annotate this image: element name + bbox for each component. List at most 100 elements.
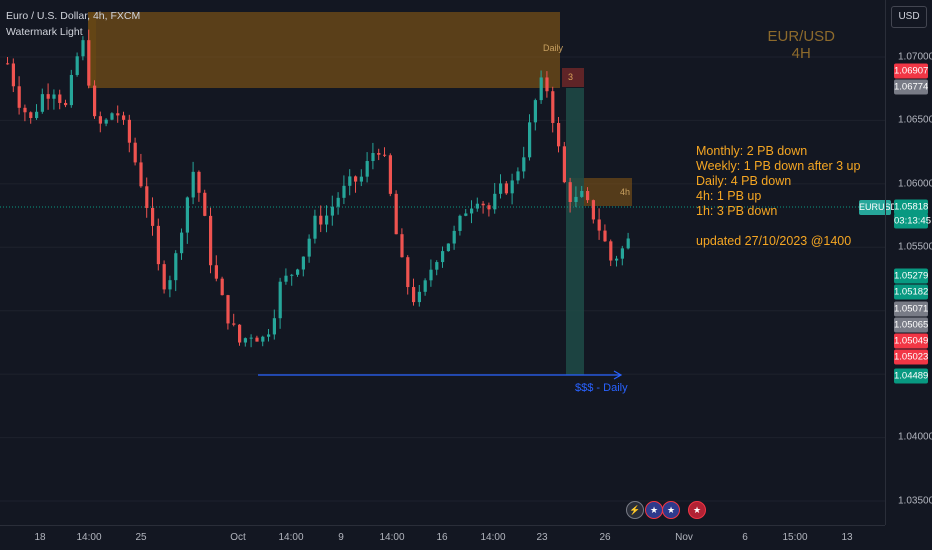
candle[interactable] [591,200,595,220]
candle[interactable] [133,142,137,163]
candle[interactable] [261,336,265,342]
candle[interactable] [597,219,601,231]
candle[interactable] [504,183,508,194]
candle[interactable] [98,116,102,124]
candle[interactable] [325,215,329,225]
candle[interactable] [249,337,253,339]
candle[interactable] [586,191,590,201]
candle[interactable] [168,280,172,290]
candle[interactable] [400,234,404,258]
candle[interactable] [238,324,242,343]
analysis-notes[interactable]: Monthly: 2 PB down Weekly: 1 PB down aft… [696,144,860,249]
candle[interactable] [296,269,300,275]
candle[interactable] [272,318,276,335]
candle[interactable] [313,215,317,239]
candle[interactable] [81,40,85,57]
candle[interactable] [412,287,416,303]
candle[interactable] [499,183,503,194]
time-axis[interactable]: 18 14:00 25 Oct 14:00 9 14:00 16 14:00 2… [0,525,885,550]
candle[interactable] [151,207,155,226]
candle[interactable] [35,111,39,119]
candle[interactable] [580,191,584,197]
daily-zone[interactable] [88,12,560,88]
candle[interactable] [197,171,201,193]
candle[interactable] [423,280,427,292]
lightning-icon[interactable]: ⚡ [626,501,644,519]
candle[interactable] [609,241,613,261]
candle[interactable] [528,122,532,158]
candle[interactable] [365,161,369,177]
daily-zone-left[interactable] [88,12,96,88]
chart-canvas[interactable]: Daily 3 4h $$$ - Daily [0,0,885,525]
candle[interactable] [156,225,160,265]
candle[interactable] [87,40,91,86]
candle[interactable] [470,208,474,214]
candle[interactable] [58,94,62,103]
candle[interactable] [406,257,410,288]
candle[interactable] [359,176,363,182]
candle[interactable] [6,63,10,65]
zone-3[interactable] [562,68,584,87]
candle[interactable] [301,256,305,270]
candle[interactable] [336,197,340,207]
candle[interactable] [127,119,131,143]
candle[interactable] [64,102,68,106]
candle[interactable] [116,113,120,116]
us-flag-icon[interactable]: ★ [688,501,706,519]
candle[interactable] [290,274,294,276]
candle[interactable] [348,176,352,186]
eu-flag-icon[interactable]: ★ [662,501,680,519]
candle[interactable] [139,162,143,187]
candle[interactable] [557,122,561,147]
candle[interactable] [377,152,381,155]
candle[interactable] [185,197,189,233]
candle[interactable] [69,74,73,106]
candle[interactable] [568,182,572,203]
candle[interactable] [516,171,520,181]
candle[interactable] [145,186,149,208]
symbol-title[interactable]: Euro / U.S. Dollar, 4h, FXCM [6,10,141,22]
candle[interactable] [510,180,514,194]
candle[interactable] [307,238,311,257]
candle[interactable] [371,152,375,162]
candle[interactable] [17,86,21,108]
candle[interactable] [174,253,178,281]
candle[interactable] [481,203,485,206]
candle[interactable] [93,85,97,117]
candle[interactable] [615,258,619,261]
candle[interactable] [458,215,462,231]
candle[interactable] [75,56,79,75]
candle[interactable] [446,243,450,252]
candle[interactable] [435,262,439,270]
candle[interactable] [441,251,445,263]
candle[interactable] [417,291,421,303]
candle[interactable] [267,334,271,337]
candle[interactable] [104,119,108,124]
candle[interactable] [383,154,387,156]
candle[interactable] [52,94,56,99]
candle[interactable] [23,107,27,113]
candle[interactable] [562,146,566,183]
candle[interactable] [226,295,230,324]
candle[interactable] [46,94,50,99]
candle[interactable] [255,337,259,342]
candle[interactable] [464,213,468,216]
candle[interactable] [533,100,537,123]
candle[interactable] [330,206,334,216]
candle[interactable] [180,232,184,254]
candle[interactable] [214,265,218,279]
currency-button[interactable]: USD [891,6,927,28]
candle[interactable] [29,112,33,119]
candle[interactable] [539,77,543,101]
candle[interactable] [574,196,578,203]
teal-box[interactable] [566,88,584,375]
candle[interactable] [203,192,207,216]
chart-pane[interactable]: Daily 3 4h $$$ - Daily Euro / U.S. Dolla… [0,0,885,525]
candle[interactable] [220,278,224,296]
candle[interactable] [162,264,166,290]
candle[interactable] [493,193,497,210]
candle[interactable] [40,94,44,112]
candle[interactable] [522,157,526,172]
candle[interactable] [487,205,491,210]
candle[interactable] [209,215,213,266]
